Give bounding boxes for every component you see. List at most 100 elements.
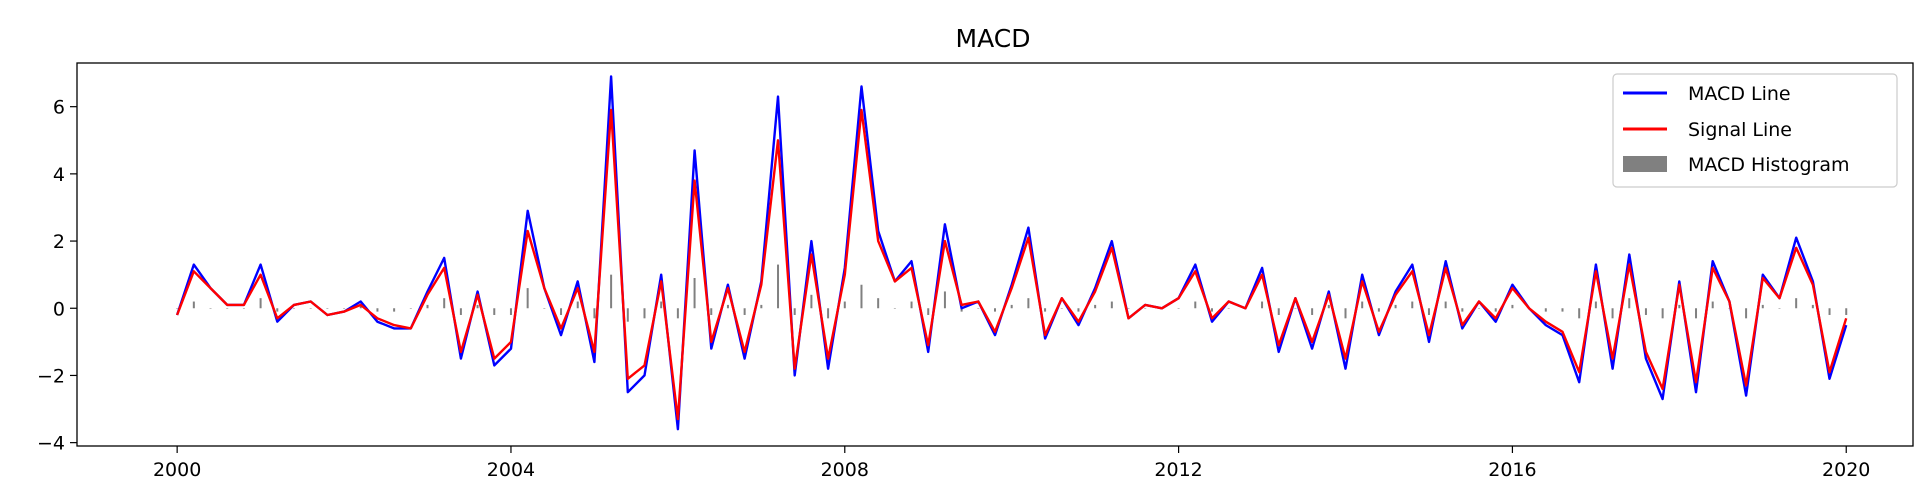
histogram-bar bbox=[1795, 298, 1798, 309]
x-tick-label: 2008 bbox=[821, 459, 869, 481]
histogram-bar bbox=[292, 308, 295, 309]
histogram-bar bbox=[543, 308, 546, 309]
histogram-bar bbox=[1277, 308, 1280, 315]
y-tick-label: −4 bbox=[37, 433, 65, 455]
histogram-bar bbox=[376, 308, 379, 312]
histogram-bar bbox=[1110, 301, 1113, 309]
y-tick-label: 4 bbox=[53, 164, 65, 186]
histogram-bar bbox=[359, 304, 362, 309]
histogram-bar bbox=[1127, 308, 1130, 309]
histogram-bar bbox=[1394, 304, 1397, 309]
histogram-bar bbox=[626, 308, 629, 322]
histogram-bar bbox=[1194, 301, 1197, 309]
x-tick-label: 2020 bbox=[1822, 459, 1870, 481]
legend: MACD Line Signal Line MACD Histogram bbox=[1612, 73, 1898, 188]
histogram-bar bbox=[593, 308, 596, 319]
histogram-bar bbox=[843, 301, 846, 309]
histogram-bar bbox=[1661, 308, 1664, 319]
histogram-bar bbox=[1594, 301, 1597, 309]
histogram-bar bbox=[259, 298, 262, 309]
histogram-bar bbox=[309, 308, 312, 309]
histogram-bar bbox=[1144, 308, 1147, 309]
histogram-bar bbox=[576, 301, 579, 309]
histogram-bar bbox=[726, 304, 729, 309]
histogram-bar bbox=[1761, 304, 1764, 309]
histogram-bar bbox=[760, 304, 763, 309]
histogram-bar bbox=[1044, 308, 1047, 312]
histogram-bar bbox=[1427, 308, 1430, 315]
histogram-bar bbox=[409, 308, 412, 309]
histogram-bar bbox=[1261, 301, 1264, 309]
histogram-bar bbox=[943, 291, 946, 309]
histogram-bar bbox=[1811, 304, 1814, 309]
histogram-bar bbox=[1711, 301, 1714, 309]
chart-title: MACD bbox=[956, 24, 1031, 53]
histogram-bar bbox=[526, 288, 529, 309]
histogram-bar bbox=[1678, 304, 1681, 309]
histogram-bar bbox=[242, 308, 245, 309]
histogram-bar bbox=[1177, 308, 1180, 309]
histogram-bar bbox=[1478, 308, 1481, 309]
histogram-bar bbox=[977, 308, 980, 309]
histogram-bar bbox=[1027, 298, 1030, 309]
histogram-bar bbox=[1444, 301, 1447, 309]
histogram-bar bbox=[1511, 304, 1514, 309]
histogram-bar bbox=[459, 308, 462, 315]
histogram-bar bbox=[893, 308, 896, 309]
histogram-bar bbox=[860, 284, 863, 309]
histogram-bar bbox=[810, 294, 813, 309]
macd-line bbox=[175, 75, 1848, 431]
histogram-bar bbox=[693, 278, 696, 309]
histogram-bar bbox=[877, 298, 880, 309]
histogram-bar bbox=[1094, 304, 1097, 309]
histogram-bar bbox=[1578, 308, 1581, 319]
histogram-bar bbox=[276, 308, 279, 312]
histogram-bar bbox=[560, 308, 563, 315]
histogram-bar bbox=[927, 308, 930, 315]
histogram-bar bbox=[393, 308, 396, 312]
histogram-bar bbox=[476, 304, 479, 309]
y-tick-label: 0 bbox=[53, 298, 65, 320]
x-tick-label: 2000 bbox=[153, 459, 201, 481]
histogram-bar bbox=[1695, 308, 1698, 319]
histogram-bar bbox=[660, 301, 663, 309]
histogram-bar bbox=[777, 264, 780, 309]
histogram-bar bbox=[676, 308, 679, 319]
x-tick-label: 2012 bbox=[1154, 459, 1202, 481]
histogram-bar bbox=[1411, 301, 1414, 309]
histogram-bar bbox=[643, 308, 646, 319]
histogram-bar bbox=[1377, 308, 1380, 312]
legend-label-macd-line: MACD Line bbox=[1688, 83, 1791, 105]
histogram-bar bbox=[1294, 308, 1297, 309]
histogram-bar bbox=[1494, 308, 1497, 312]
histogram-bar bbox=[793, 308, 796, 315]
histogram-bar bbox=[1644, 308, 1647, 315]
histogram-bar bbox=[1611, 308, 1614, 319]
histogram-bar bbox=[1628, 298, 1631, 309]
histogram-bar bbox=[426, 304, 429, 309]
histogram-bar bbox=[1010, 304, 1013, 309]
histogram-bar bbox=[176, 308, 179, 309]
histogram-bar bbox=[509, 308, 512, 315]
histogram-bar bbox=[1778, 308, 1781, 309]
plot-frame bbox=[76, 62, 1914, 447]
histogram-bar bbox=[226, 308, 229, 309]
signal-line bbox=[175, 108, 1848, 421]
histogram-bar bbox=[1728, 308, 1731, 309]
histogram-bar bbox=[1344, 308, 1347, 319]
x-tick-label: 2004 bbox=[487, 459, 535, 481]
histogram-bar bbox=[1461, 308, 1464, 312]
plot-area bbox=[175, 75, 1848, 431]
legend-box bbox=[1612, 73, 1898, 188]
y-tick-label: 2 bbox=[53, 231, 65, 253]
histogram-bar bbox=[1077, 308, 1080, 312]
histogram-bar bbox=[1561, 308, 1564, 312]
histogram-bar bbox=[1060, 308, 1063, 309]
legend-swatch-macd-histogram bbox=[1623, 156, 1667, 172]
histogram-bar bbox=[960, 308, 963, 312]
histogram-bar bbox=[1845, 308, 1848, 315]
histogram-bar bbox=[326, 308, 329, 309]
histogram-bar bbox=[994, 308, 996, 312]
